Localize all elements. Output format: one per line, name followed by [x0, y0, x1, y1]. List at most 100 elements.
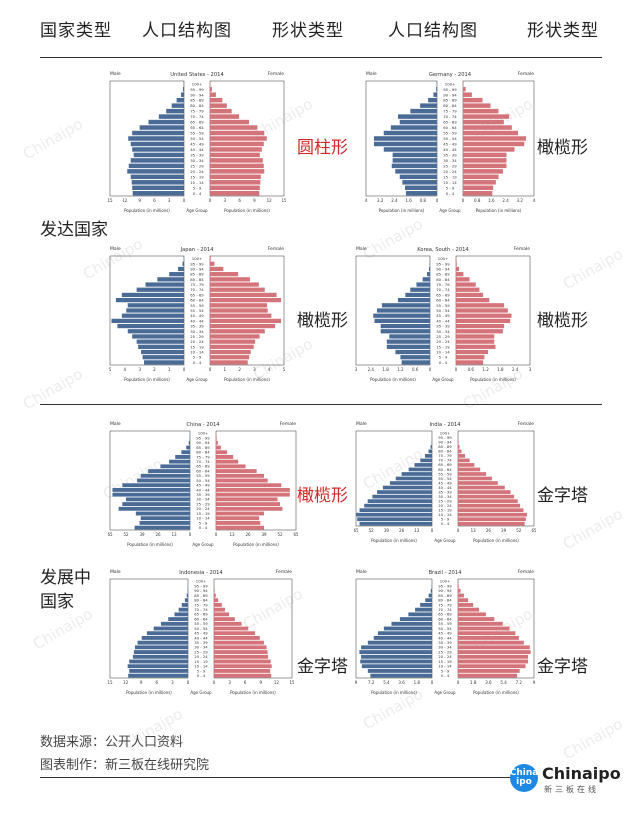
- age-tick-label: 95 - 99: [438, 583, 452, 588]
- male-bar: [356, 512, 432, 517]
- male-bar: [410, 287, 430, 292]
- female-bar: [458, 673, 518, 678]
- x-axis-label: Population (in millions): [124, 208, 170, 213]
- female-bar: [463, 108, 499, 114]
- male-bar: [373, 313, 430, 318]
- female-bar: [458, 612, 486, 617]
- age-tick-label: 80 - 84: [438, 449, 452, 454]
- age-tick-label: 65 - 69: [190, 120, 204, 125]
- male-bar: [111, 318, 184, 324]
- header-rule: [40, 57, 602, 58]
- age-tick-label: 45 - 49: [194, 631, 208, 636]
- x-tick-label: 15: [108, 198, 113, 203]
- male-bar: [128, 136, 184, 141]
- male-bar: [361, 645, 432, 650]
- x-axis-label: Population (in millions): [233, 542, 279, 547]
- female-bar: [458, 467, 481, 472]
- shape-label-indonesia: 金字塔: [297, 657, 348, 677]
- male-label: Male: [366, 71, 377, 77]
- x-tick-label: 4: [124, 367, 127, 372]
- x-tick-label: 2: [238, 367, 241, 372]
- female-bar: [210, 114, 240, 119]
- age-tick-label: 85 - 89: [194, 593, 208, 598]
- age-tick-label: 75 - 79: [436, 282, 450, 287]
- female-bar: [210, 108, 232, 114]
- female-label: Female: [518, 421, 535, 427]
- chart-title: United States - 2014: [170, 72, 224, 78]
- age-tick-label: 90 - 94: [196, 440, 210, 445]
- female-bar: [210, 158, 263, 163]
- female-bar: [214, 593, 216, 598]
- age-tick-label: 40 - 44: [438, 485, 452, 490]
- age-tick-label: 20 - 24: [436, 339, 450, 344]
- female-bar: [210, 119, 249, 125]
- male-bar: [157, 277, 184, 282]
- female-bar: [463, 92, 472, 97]
- age-tick-label: 80 - 84: [194, 598, 208, 603]
- group-developing: 发展中 国家: [40, 566, 91, 614]
- male-bar: [414, 463, 432, 467]
- female-bar: [458, 617, 495, 622]
- age-tick-label: 40 - 44: [443, 147, 457, 152]
- female-bar: [458, 635, 519, 640]
- female-bar: [216, 478, 268, 483]
- male-bar: [184, 598, 188, 603]
- age-tick-label: 55 - 59: [190, 303, 204, 308]
- age-tick-label: 70 - 74: [196, 459, 210, 464]
- male-bar: [428, 593, 432, 598]
- age-tick-label: 70 - 74: [443, 114, 457, 119]
- x-tick-label: 5: [283, 367, 286, 372]
- female-bar: [463, 141, 525, 147]
- male-bar: [141, 635, 188, 640]
- male-bar: [377, 631, 432, 636]
- age-tick-label: 0 - 4: [441, 521, 450, 526]
- x-tick-label: 9: [355, 680, 358, 685]
- female-bar: [214, 645, 267, 650]
- female-bar: [210, 125, 258, 130]
- age-tick-label: 0 - 4: [197, 673, 206, 678]
- x-tick-label: 7.2: [368, 680, 375, 685]
- shape-label-japan: 橄榄形: [297, 311, 348, 331]
- female-bar: [463, 180, 496, 185]
- x-tick-label: 2.4: [512, 367, 519, 372]
- female-bar: [458, 476, 492, 481]
- female-bar: [463, 174, 499, 180]
- female-bar: [216, 473, 264, 478]
- x-tick-label: 52: [123, 532, 129, 537]
- female-bar: [210, 313, 272, 318]
- female-bar: [210, 147, 262, 152]
- female-bar: [210, 185, 260, 191]
- x-tick-label: 13: [229, 532, 235, 537]
- age-tick-label: 50 - 54: [194, 626, 208, 631]
- female-bar: [216, 440, 218, 445]
- female-bar: [210, 130, 265, 136]
- x-axis-label: Population (in millions): [230, 690, 276, 695]
- male-bar: [377, 490, 432, 494]
- x-tick-label: 4: [533, 198, 536, 203]
- age-tick-label: 75 - 79: [190, 109, 204, 114]
- male-bar: [389, 481, 432, 485]
- shape-label-brazil: 金字塔: [537, 657, 588, 677]
- age-tick-label: 100+: [196, 579, 206, 584]
- age-tick-label: 15 - 19: [438, 507, 452, 512]
- x-tick-label: 65: [293, 532, 298, 537]
- male-bar: [188, 440, 190, 445]
- age-tick-label: 70 - 74: [190, 114, 204, 119]
- x-tick-label: 26: [486, 528, 492, 533]
- x-tick-label: 9: [533, 680, 536, 685]
- female-bar: [210, 297, 282, 303]
- age-tick-label: 95 - 99: [443, 87, 457, 92]
- female-bar: [210, 323, 276, 329]
- female-bar: [456, 329, 503, 334]
- age-tick-label: 30 - 34: [443, 158, 457, 163]
- female-bar: [456, 318, 511, 324]
- female-bar: [458, 654, 529, 659]
- x-tick-label: 0: [183, 367, 186, 372]
- x-tick-label: 1.2: [482, 367, 489, 372]
- male-bar: [140, 516, 190, 521]
- age-tick-label: 40 - 44: [436, 318, 450, 323]
- x-tick-label: 1.8: [382, 367, 389, 372]
- male-bar: [126, 497, 190, 502]
